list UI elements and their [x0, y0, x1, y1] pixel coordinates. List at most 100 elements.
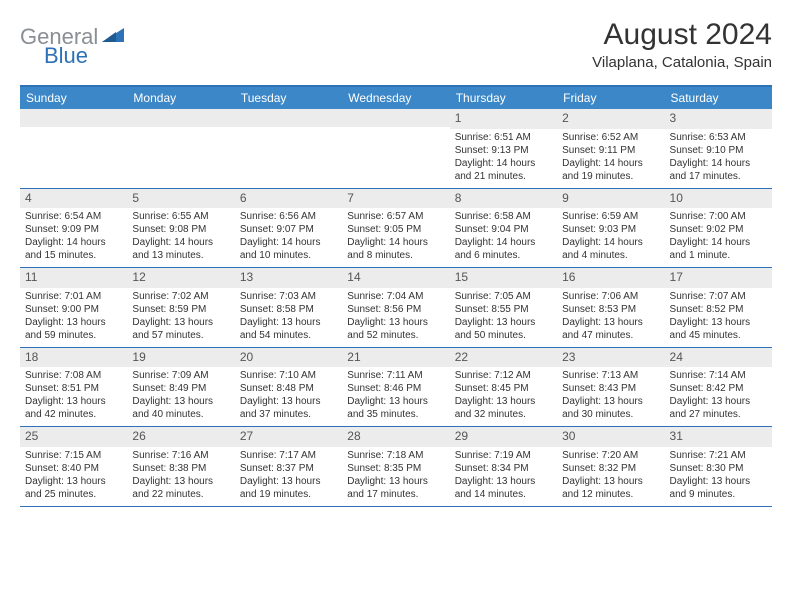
day-number-bar: 24	[665, 348, 772, 368]
day-cell: 23Sunrise: 7:13 AMSunset: 8:43 PMDayligh…	[557, 348, 664, 427]
sunset-text: Sunset: 8:56 PM	[347, 303, 444, 316]
day-number-bar: 28	[342, 427, 449, 447]
sunset-text: Sunset: 9:02 PM	[670, 223, 767, 236]
weeks-container: 1Sunrise: 6:51 AMSunset: 9:13 PMDaylight…	[20, 109, 772, 507]
day-number-bar: 3	[665, 109, 772, 129]
sunrise-text: Sunrise: 7:08 AM	[25, 369, 122, 382]
day-number: 3	[670, 111, 677, 125]
day-cell: 22Sunrise: 7:12 AMSunset: 8:45 PMDayligh…	[450, 348, 557, 427]
day-number: 7	[347, 191, 354, 205]
day-cell: 7Sunrise: 6:57 AMSunset: 9:05 PMDaylight…	[342, 189, 449, 268]
day-number-bar	[20, 109, 127, 127]
day-cell: 3Sunrise: 6:53 AMSunset: 9:10 PMDaylight…	[665, 109, 772, 188]
daylight-text: Daylight: 14 hours and 13 minutes.	[132, 236, 229, 262]
day-number: 2	[562, 111, 569, 125]
dow-thursday: Thursday	[450, 87, 557, 109]
day-number-bar: 12	[127, 268, 234, 288]
sunrise-text: Sunrise: 6:52 AM	[562, 131, 659, 144]
daylight-text: Daylight: 13 hours and 47 minutes.	[562, 316, 659, 342]
day-number: 19	[132, 350, 145, 364]
day-number: 21	[347, 350, 360, 364]
sunset-text: Sunset: 9:11 PM	[562, 144, 659, 157]
page-subtitle: Vilaplana, Catalonia, Spain	[592, 54, 772, 71]
sunset-text: Sunset: 8:55 PM	[455, 303, 552, 316]
day-cell	[235, 109, 342, 188]
sunrise-text: Sunrise: 7:16 AM	[132, 449, 229, 462]
day-cell: 24Sunrise: 7:14 AMSunset: 8:42 PMDayligh…	[665, 348, 772, 427]
sunset-text: Sunset: 8:43 PM	[562, 382, 659, 395]
daylight-text: Daylight: 13 hours and 35 minutes.	[347, 395, 444, 421]
day-number: 12	[132, 270, 145, 284]
sunrise-text: Sunrise: 6:51 AM	[455, 131, 552, 144]
day-cell	[342, 109, 449, 188]
sunset-text: Sunset: 9:08 PM	[132, 223, 229, 236]
sunset-text: Sunset: 8:32 PM	[562, 462, 659, 475]
sunrise-text: Sunrise: 7:18 AM	[347, 449, 444, 462]
sunrise-text: Sunrise: 7:06 AM	[562, 290, 659, 303]
sunrise-text: Sunrise: 6:53 AM	[670, 131, 767, 144]
day-number: 22	[455, 350, 468, 364]
day-number-bar	[342, 109, 449, 127]
sunrise-text: Sunrise: 6:55 AM	[132, 210, 229, 223]
day-number: 16	[562, 270, 575, 284]
daylight-text: Daylight: 14 hours and 1 minute.	[670, 236, 767, 262]
sunrise-text: Sunrise: 6:58 AM	[455, 210, 552, 223]
daylight-text: Daylight: 13 hours and 32 minutes.	[455, 395, 552, 421]
sunrise-text: Sunrise: 7:12 AM	[455, 369, 552, 382]
day-number-bar	[235, 109, 342, 127]
day-cell: 16Sunrise: 7:06 AMSunset: 8:53 PMDayligh…	[557, 268, 664, 347]
sunrise-text: Sunrise: 7:21 AM	[670, 449, 767, 462]
day-number: 17	[670, 270, 683, 284]
sunrise-text: Sunrise: 6:57 AM	[347, 210, 444, 223]
day-cell: 10Sunrise: 7:00 AMSunset: 9:02 PMDayligh…	[665, 189, 772, 268]
day-number-bar: 30	[557, 427, 664, 447]
day-number: 14	[347, 270, 360, 284]
day-number-bar: 16	[557, 268, 664, 288]
sunrise-text: Sunrise: 7:15 AM	[25, 449, 122, 462]
daylight-text: Daylight: 13 hours and 25 minutes.	[25, 475, 122, 501]
daylight-text: Daylight: 14 hours and 15 minutes.	[25, 236, 122, 262]
daylight-text: Daylight: 13 hours and 19 minutes.	[240, 475, 337, 501]
daylight-text: Daylight: 13 hours and 30 minutes.	[562, 395, 659, 421]
day-number-bar: 11	[20, 268, 127, 288]
day-number-bar: 27	[235, 427, 342, 447]
day-number-bar	[127, 109, 234, 127]
dow-header-row: Sunday Monday Tuesday Wednesday Thursday…	[20, 87, 772, 109]
sunrise-text: Sunrise: 7:10 AM	[240, 369, 337, 382]
day-cell: 27Sunrise: 7:17 AMSunset: 8:37 PMDayligh…	[235, 427, 342, 506]
day-number: 30	[562, 429, 575, 443]
day-cell: 18Sunrise: 7:08 AMSunset: 8:51 PMDayligh…	[20, 348, 127, 427]
sunrise-text: Sunrise: 6:54 AM	[25, 210, 122, 223]
sunrise-text: Sunrise: 6:56 AM	[240, 210, 337, 223]
day-cell: 6Sunrise: 6:56 AMSunset: 9:07 PMDaylight…	[235, 189, 342, 268]
day-cell: 15Sunrise: 7:05 AMSunset: 8:55 PMDayligh…	[450, 268, 557, 347]
sunrise-text: Sunrise: 7:09 AM	[132, 369, 229, 382]
daylight-text: Daylight: 13 hours and 14 minutes.	[455, 475, 552, 501]
week-row: 1Sunrise: 6:51 AMSunset: 9:13 PMDaylight…	[20, 109, 772, 189]
sunrise-text: Sunrise: 7:14 AM	[670, 369, 767, 382]
daylight-text: Daylight: 13 hours and 45 minutes.	[670, 316, 767, 342]
day-cell: 21Sunrise: 7:11 AMSunset: 8:46 PMDayligh…	[342, 348, 449, 427]
sunrise-text: Sunrise: 7:04 AM	[347, 290, 444, 303]
sunset-text: Sunset: 8:35 PM	[347, 462, 444, 475]
sunrise-text: Sunrise: 7:02 AM	[132, 290, 229, 303]
day-cell: 1Sunrise: 6:51 AMSunset: 9:13 PMDaylight…	[450, 109, 557, 188]
dow-friday: Friday	[557, 87, 664, 109]
day-cell: 19Sunrise: 7:09 AMSunset: 8:49 PMDayligh…	[127, 348, 234, 427]
sunrise-text: Sunrise: 6:59 AM	[562, 210, 659, 223]
day-number-bar: 9	[557, 189, 664, 209]
day-cell: 14Sunrise: 7:04 AMSunset: 8:56 PMDayligh…	[342, 268, 449, 347]
sunset-text: Sunset: 8:46 PM	[347, 382, 444, 395]
daylight-text: Daylight: 14 hours and 10 minutes.	[240, 236, 337, 262]
sunset-text: Sunset: 9:00 PM	[25, 303, 122, 316]
sunset-text: Sunset: 9:10 PM	[670, 144, 767, 157]
day-number-bar: 18	[20, 348, 127, 368]
day-number-bar: 6	[235, 189, 342, 209]
daylight-text: Daylight: 13 hours and 37 minutes.	[240, 395, 337, 421]
sunrise-text: Sunrise: 7:19 AM	[455, 449, 552, 462]
day-number-bar: 2	[557, 109, 664, 129]
sunrise-text: Sunrise: 7:20 AM	[562, 449, 659, 462]
sunset-text: Sunset: 8:34 PM	[455, 462, 552, 475]
week-row: 4Sunrise: 6:54 AMSunset: 9:09 PMDaylight…	[20, 189, 772, 269]
calendar-grid: Sunday Monday Tuesday Wednesday Thursday…	[20, 85, 772, 507]
